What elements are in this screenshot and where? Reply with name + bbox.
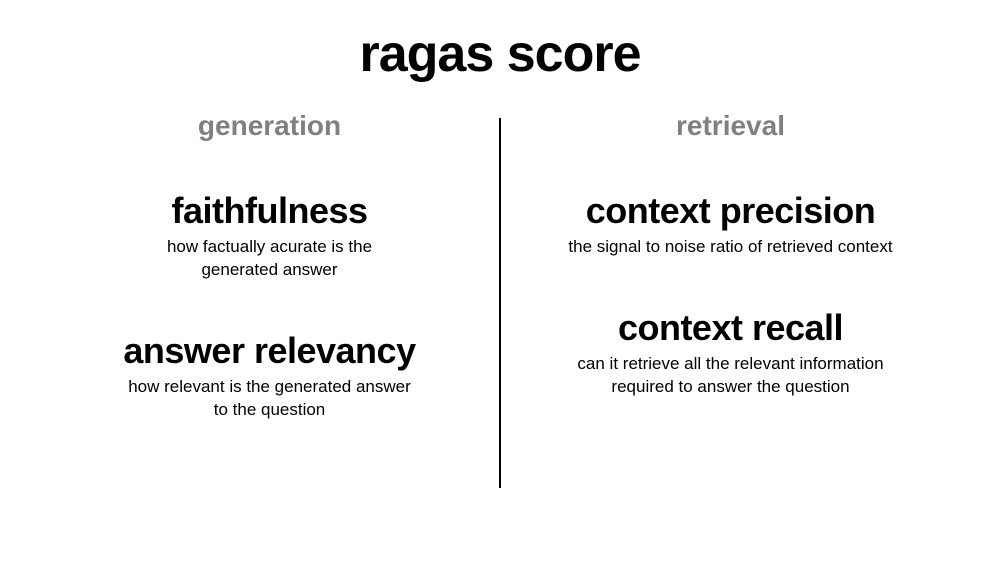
metric-answer-relevancy: answer relevancy how relevant is the gen… (40, 330, 499, 422)
metric-faithfulness: faithfulness how factually acurate is th… (40, 190, 499, 282)
metric-title-answer-relevancy: answer relevancy (40, 330, 499, 372)
metric-context-precision: context precision the signal to noise ra… (501, 190, 960, 259)
metric-description-answer-relevancy: how relevant is the generated answer to … (120, 376, 420, 422)
column-generation: generation faithfulness how factually ac… (40, 92, 499, 488)
column-header-retrieval: retrieval (501, 110, 960, 142)
metric-description-context-recall: can it retrieve all the relevant informa… (551, 353, 911, 399)
columns-container: generation faithfulness how factually ac… (0, 92, 1000, 488)
metric-title-faithfulness: faithfulness (40, 190, 499, 232)
column-header-generation: generation (40, 110, 499, 142)
metric-description-faithfulness: how factually acurate is the generated a… (130, 236, 410, 282)
page-title: ragas score (0, 0, 1000, 92)
metric-title-context-precision: context precision (501, 190, 960, 232)
column-retrieval: retrieval context precision the signal t… (501, 92, 960, 488)
metric-description-context-precision: the signal to noise ratio of retrieved c… (561, 236, 901, 259)
metric-title-context-recall: context recall (501, 307, 960, 349)
metric-context-recall: context recall can it retrieve all the r… (501, 307, 960, 399)
